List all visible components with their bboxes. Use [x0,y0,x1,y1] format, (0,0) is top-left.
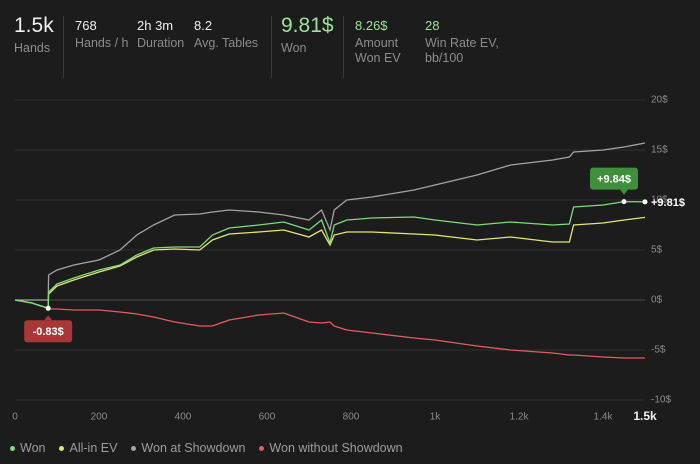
stat-label: Hands / h [75,36,129,50]
legend: Won All-in EV Won at Showdown Won without S… [10,441,403,455]
stat: 768 Hands / h [75,18,129,51]
series-line [15,142,646,301]
annotation-label: +9.81$ [651,197,685,209]
series-line [14,200,646,310]
legend-swatch [59,446,65,452]
y-tick-label: 5$ [651,245,663,256]
annotation-label: -0.83$ [33,326,64,338]
legend-label: Won without Showdown [269,441,403,455]
stat-value: 768 [75,18,97,33]
stat: 8.2 Avg. Tables [194,18,258,51]
stat: 8.26$ Amount Won EV [355,18,425,66]
stat-value: 9.81$ [281,14,334,37]
stat-value: 8.2 [194,18,213,33]
legend-swatch [259,446,265,452]
divider [271,16,272,78]
x-tick-label: 1k [430,412,442,423]
x-tick-label: 600 [259,412,276,423]
stat-label: Amount Won EV [355,36,401,65]
annotation-pointer [620,189,628,195]
stat: 1.5k Hands [14,14,54,56]
legend-swatch [131,446,137,452]
legend-label: All-in EV [69,441,118,455]
stat-value: 8.26$ [355,18,388,33]
stat-value: 2h 3m [137,18,174,33]
y-tick-label: 20$ [651,95,668,106]
y-tick-label: 15$ [651,145,668,156]
chart: 20$ 15$ 10$ 5$ 0$ -5$ -10$ 0 200 400 600 800 1k 1.2k 1… [12,95,685,424]
stat-label: Duration [137,36,185,50]
series-line [14,299,645,359]
stat: 9.81$ Won [281,14,334,56]
x-tick-label: 1.5k [633,409,657,423]
stat-label: Hands [14,41,51,55]
annotation-label: +9.84$ [597,174,631,186]
stat-label: Won [281,41,307,55]
stat-label: Win Rate EV, bb/100 [425,36,499,65]
stat: 28 Win Rate EV, bb/100 [425,18,507,66]
y-tick-label: 0$ [651,295,663,306]
annotation-point [642,199,648,205]
y-tick-label: -5$ [651,345,666,356]
x-tick-label: 200 [91,412,108,423]
y-tick-label: 10$ [651,195,668,206]
x-tick-label: 800 [343,412,360,423]
annotation-box [24,320,73,343]
annotation-pointer [44,315,53,321]
y-tick-label: -10$ [651,395,671,406]
stat-label: Avg. Tables [194,36,259,50]
legend-item[interactable]: Won at Showdown [131,441,245,455]
stats-bar: 1.5k Hands 768 Hands / h 2h 3m Duration 8.2… [0,0,700,90]
x-tick-label: 0 [12,412,18,423]
x-tick-label: 1.2k [510,412,530,423]
x-tick-label: 1.4k [594,412,614,423]
annotation-box [590,167,638,190]
stat-value: 28 [425,18,440,33]
divider [343,16,344,78]
annotation-point [621,199,627,205]
divider [63,16,64,78]
series-line [14,216,646,310]
x-tick-label: 400 [175,412,192,423]
stat: 2h 3m Duration [137,18,184,51]
legend-item[interactable]: Won [10,441,45,455]
legend-label: Won [20,441,46,455]
legend-item[interactable]: All-in EV [59,441,117,455]
stat-value: 1.5k [14,14,54,37]
annotation-point [45,305,51,311]
legend-label: Won at Showdown [141,441,246,455]
legend-swatch [10,446,15,452]
legend-item[interactable]: Won without Showdown [259,441,403,455]
